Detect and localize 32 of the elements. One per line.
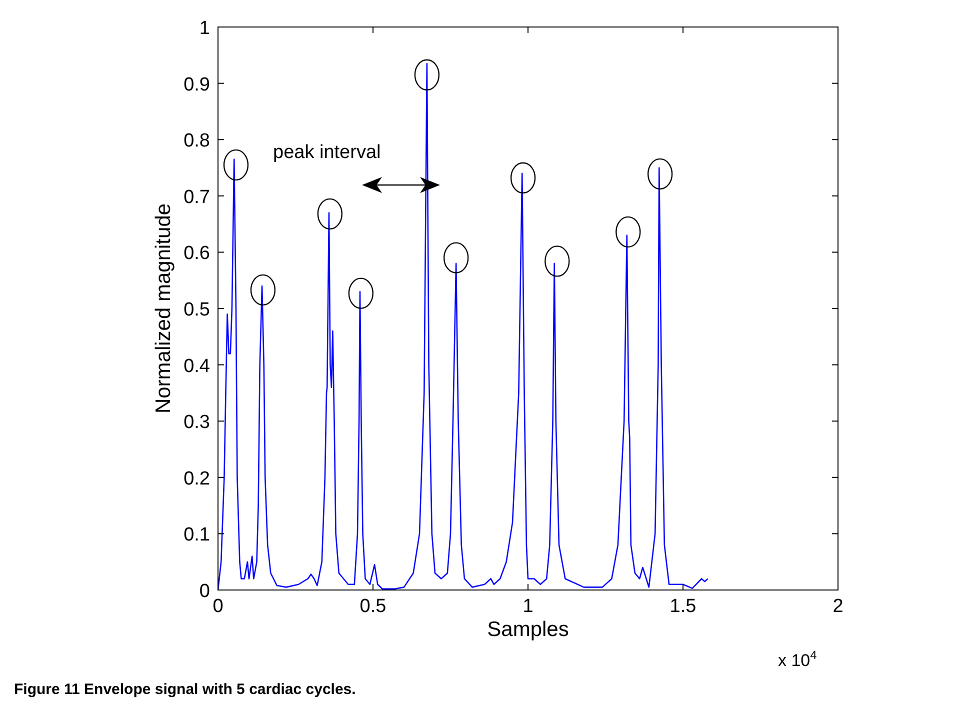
x-tick-label: 0	[212, 596, 224, 617]
annotation: peak interval	[273, 142, 381, 163]
y-tick-label: 1	[199, 18, 210, 39]
y-tick-label: 0.9	[184, 74, 210, 96]
point	[317, 198, 343, 230]
point	[647, 158, 673, 190]
x-axis-title: Samples	[487, 618, 569, 641]
x-tick-label: 0.5	[360, 596, 386, 617]
point	[616, 216, 641, 248]
caption: Figure 11 Envelope signal with 5 cardiac cycles.	[14, 681, 356, 698]
point	[414, 59, 440, 90]
y-tick-label: 0.3	[184, 412, 210, 434]
text: x 10$^{4}$	[778, 648, 818, 670]
x-tick-label: 2	[832, 596, 844, 617]
y-tick-label: 0	[199, 581, 210, 602]
point	[544, 246, 570, 277]
x-tick-label: 1.5	[670, 596, 696, 617]
y-tick-label: 0.2	[184, 468, 210, 490]
point	[510, 162, 536, 194]
y-axis-title: Normalized magnitude	[152, 203, 175, 414]
y-tick-label: 0.4	[184, 356, 210, 377]
y-tick-label: 0.6	[184, 243, 210, 264]
y-tick-label: 0.7	[184, 186, 210, 208]
y-tick-label: 0.8	[184, 130, 210, 152]
y-tick-label: 0.5	[184, 300, 210, 320]
y-tick-label: 0.1	[184, 524, 210, 546]
line-series	[217, 62, 708, 591]
point	[223, 149, 249, 181]
point	[443, 242, 469, 274]
point	[348, 278, 374, 309]
x-tick-label: 1	[522, 596, 534, 617]
point	[250, 274, 276, 306]
